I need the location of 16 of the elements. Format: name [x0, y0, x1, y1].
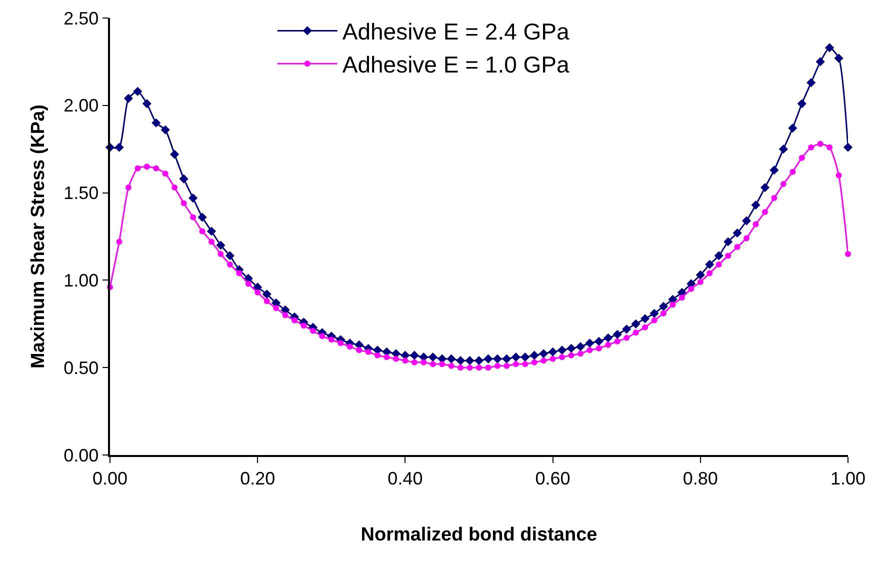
x-tick-label: 0.80 [682, 468, 718, 488]
y-axis-title: Maximum Shear Stress (KPa) [28, 104, 49, 368]
x-axis-title: Normalized bond distance [360, 524, 598, 546]
y-tick-label: 2.50 [64, 8, 99, 28]
y-tick-label: 2.00 [64, 96, 99, 116]
legend-label: Adhesive E = 1.0 GPa [342, 52, 570, 78]
legend-label: Adhesive E = 2.4 GPa [342, 18, 570, 45]
x-tick-label: 1.00 [830, 468, 866, 488]
y-tick-label: 1.00 [64, 270, 99, 290]
x-tick-label: 0.20 [240, 468, 276, 488]
y-tick-label: 0.00 [64, 445, 99, 466]
y-tick-label: 0.50 [64, 358, 99, 378]
y-tick-label: 1.50 [64, 183, 99, 204]
x-tick-label: 0.60 [535, 468, 570, 488]
x-tick-label: 0.00 [92, 468, 128, 488]
x-tick-label: 0.40 [388, 468, 423, 488]
